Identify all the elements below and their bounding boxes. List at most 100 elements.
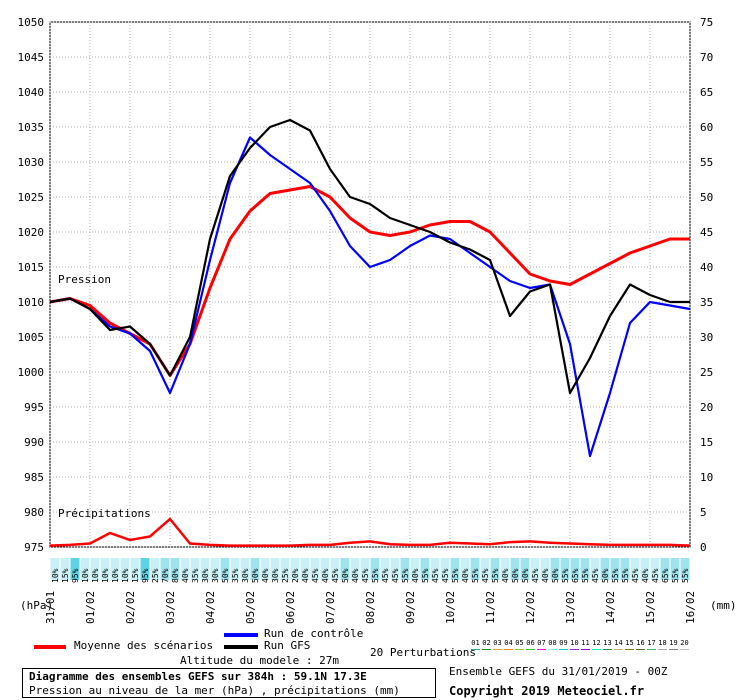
precip-prob-cell (270, 558, 280, 580)
precip-prob-label: 55% (371, 568, 380, 583)
precip-prob-label: 55% (471, 568, 480, 583)
perturbation-number: 15 (625, 639, 633, 647)
precip-prob-label: 95% (71, 568, 80, 583)
date-tick-label: 12/02 (524, 591, 537, 624)
precip-prob-label: 30% (201, 568, 210, 583)
precip-prob-label: 25% (151, 568, 160, 583)
left-tick-label: 1050 (18, 16, 45, 29)
precip-prob-cell (260, 558, 270, 580)
precip-prob-cell (530, 558, 540, 580)
precip-prob-cell (460, 558, 470, 580)
chart-subtitle: Pression au niveau de la mer (hPa) , pré… (29, 684, 400, 697)
precip-prob-cell (350, 558, 360, 580)
precip-prob-label: 55% (621, 568, 630, 583)
precip-prob-label: 55% (581, 568, 590, 583)
perturbation-number: 05 (515, 639, 523, 647)
perturbation-number: 18 (658, 639, 666, 647)
right-tick-label: 15 (700, 436, 713, 449)
left-axis-unit: (hPa) (20, 599, 53, 612)
precip-prob-label: 50% (341, 568, 350, 583)
perturbation-number: 14 (614, 639, 622, 647)
precip-prob-label: 55% (421, 568, 430, 583)
perturbation-number: 02 (482, 639, 490, 647)
perturbation-number: 17 (647, 639, 655, 647)
precip-prob-label: 10% (111, 568, 120, 583)
precip-prob-cell (620, 558, 630, 580)
date-tick-label: 04/02 (204, 591, 217, 624)
left-tick-label: 985 (24, 471, 44, 484)
date-tick-label: 13/02 (564, 591, 577, 624)
perturbation-swatch (658, 649, 667, 650)
precip-prob-label: 45% (631, 568, 640, 583)
date-tick-label: 09/02 (404, 591, 417, 624)
precip-prob-label: 55% (611, 568, 620, 583)
perturbation-number: 12 (592, 639, 600, 647)
right-tick-label: 55 (700, 156, 713, 169)
right-tick-label: 35 (700, 296, 713, 309)
precip-prob-label: 30% (271, 568, 280, 583)
left-tick-label: 1025 (18, 191, 45, 204)
right-tick-label: 5 (700, 506, 707, 519)
precip-prob-label: 40% (261, 568, 270, 583)
chart-title: Diagramme des ensembles GEFS sur 384h : … (29, 670, 367, 683)
precip-prob-cell (560, 558, 570, 580)
precip-prob-label: 45% (331, 568, 340, 583)
left-tick-label: 1030 (18, 156, 45, 169)
precip-prob-cell (520, 558, 530, 580)
precip-prob-label: 20% (291, 568, 300, 583)
precip-prob-label: 40% (501, 568, 510, 583)
left-tick-label: 1035 (18, 121, 45, 134)
altitude-text: Altitude du modele : 27m (180, 654, 339, 667)
perturbation-swatch (559, 649, 568, 650)
perturbation-swatch (647, 649, 656, 650)
precip-prob-cell (190, 558, 200, 580)
precip-prob-cell (630, 558, 640, 580)
precip-prob-label: 55% (561, 568, 570, 583)
precip-prob-cell (510, 558, 520, 580)
precip-prob-label: 95% (141, 568, 150, 583)
left-tick-label: 995 (24, 401, 44, 414)
left-tick-label: 975 (24, 541, 44, 554)
date-tick-label: 06/02 (284, 591, 297, 624)
perturbation-swatch (592, 649, 601, 650)
left-tick-label: 1010 (18, 296, 45, 309)
precip-prob-label: 45% (531, 568, 540, 583)
perturbation-number: 10 (570, 639, 578, 647)
precip-prob-label: 40% (301, 568, 310, 583)
precip-prob-cell (100, 558, 110, 580)
left-tick-label: 990 (24, 436, 44, 449)
precip-prob-cell (370, 558, 380, 580)
perturbation-number: 08 (548, 639, 556, 647)
precip-prob-cell (50, 558, 60, 580)
perturbation-number: 20 (680, 639, 688, 647)
perturbation-swatch (548, 649, 557, 650)
legend-perturbations-label: 20 Perturbations (370, 646, 476, 659)
precip-prob-label: 15% (131, 568, 140, 583)
precip-prob-label: 30% (241, 568, 250, 583)
perturbation-number: 11 (581, 639, 589, 647)
precip-prob-cell (650, 558, 660, 580)
precip-prob-cell (380, 558, 390, 580)
precip-prob-label: 10% (121, 568, 130, 583)
precip-prob-cell (280, 558, 290, 580)
precip-prob-cell (150, 558, 160, 580)
precip-prob-cell (420, 558, 430, 580)
left-tick-label: 1045 (18, 51, 45, 64)
legend-control-label: Run de contrôle (264, 627, 364, 640)
right-tick-label: 50 (700, 191, 713, 204)
precip-prob-label: 40% (411, 568, 420, 583)
precip-prob-cell (210, 558, 220, 580)
perturbation-number: 06 (526, 639, 534, 647)
precip-prob-label: 40% (321, 568, 330, 583)
precip-prob-cell (120, 558, 130, 580)
precip-prob-cell (180, 558, 190, 580)
legend-gfs-label: Run GFS (264, 639, 311, 652)
precip-prob-cell (660, 558, 670, 580)
precip-prob-label: 45% (381, 568, 390, 583)
precip-prob-cell (440, 558, 450, 580)
perturbation-swatch (669, 649, 678, 650)
precip-prob-cell (70, 558, 80, 580)
precip-prob-cell (610, 558, 620, 580)
left-tick-label: 1005 (18, 331, 45, 344)
precip-prob-label: 40% (541, 568, 550, 583)
